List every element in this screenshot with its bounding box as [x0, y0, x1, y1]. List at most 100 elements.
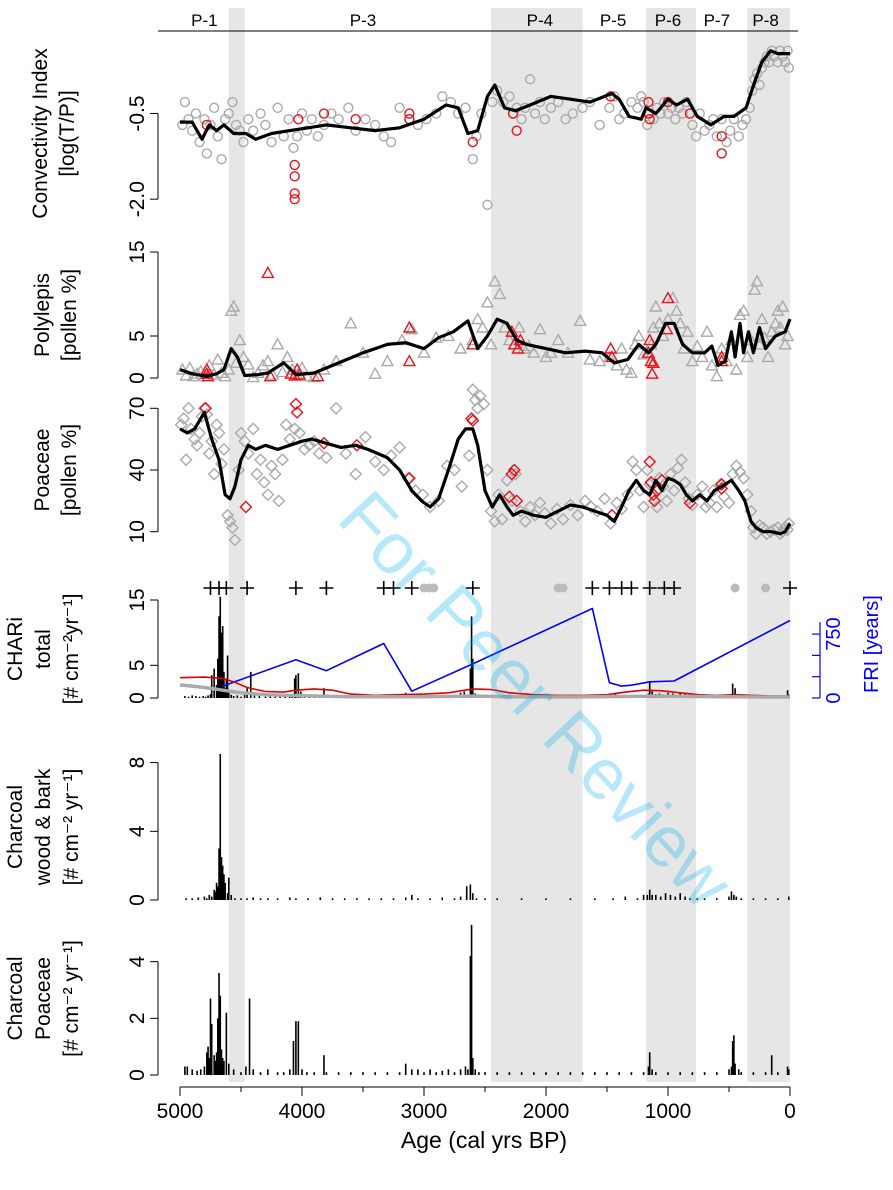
data-point	[714, 350, 729, 363]
data-point	[179, 453, 193, 467]
data-point	[275, 453, 289, 467]
data-point	[680, 324, 695, 337]
data-point	[733, 465, 747, 479]
data-point	[710, 500, 724, 514]
data-point	[733, 131, 744, 142]
data-point	[699, 500, 713, 514]
data-point	[219, 114, 231, 125]
y-tick-label: 2	[126, 1012, 149, 1024]
data-point	[272, 494, 286, 508]
data-point	[182, 401, 196, 415]
y-axis-label: wood & bark	[32, 768, 55, 886]
y-tick-label: 4	[126, 956, 149, 968]
data-point	[705, 358, 719, 371]
data-point	[768, 316, 783, 329]
data-point	[370, 119, 381, 131]
fire-event-marker	[240, 581, 255, 595]
data-point	[405, 322, 419, 335]
data-point	[662, 108, 674, 119]
data-point	[643, 96, 654, 108]
y-axis-label: [log(T/P)]	[56, 90, 79, 176]
data-point	[255, 108, 266, 119]
data-point	[685, 354, 700, 367]
data-point	[629, 463, 643, 477]
data-point	[640, 463, 654, 477]
data-point	[225, 521, 239, 535]
zone-label: P-1	[191, 11, 217, 30]
data-point	[222, 362, 236, 375]
zone-label: P-6	[655, 11, 681, 30]
data-point	[246, 422, 260, 436]
data-point	[296, 108, 308, 119]
data-point	[343, 102, 354, 114]
data-point	[377, 463, 391, 477]
line-background	[179, 683, 790, 699]
data-point	[545, 102, 557, 114]
y-tick-label: 4	[126, 825, 149, 837]
data-point	[289, 171, 300, 182]
data-point	[230, 119, 242, 131]
data-point	[695, 350, 709, 363]
data-point	[488, 274, 502, 287]
data-point	[544, 516, 558, 530]
data-point	[223, 514, 237, 528]
data-point	[645, 366, 659, 379]
data-point	[227, 96, 238, 108]
data-point	[350, 125, 361, 136]
data-point	[603, 341, 618, 354]
data-point	[518, 514, 532, 528]
y-tick-label: 0	[126, 372, 149, 384]
data-point	[646, 320, 661, 333]
data-point	[626, 96, 637, 108]
data-point	[729, 362, 744, 375]
data-point	[584, 500, 598, 514]
data-point	[360, 114, 371, 125]
nonsignificant-event-marker	[558, 583, 568, 593]
shaded-interval-2	[491, 8, 583, 1082]
data-point	[687, 119, 698, 131]
data-point	[740, 114, 752, 125]
smooth-line	[179, 317, 792, 378]
data-point	[177, 119, 188, 131]
data-point	[700, 324, 714, 337]
y-axis-label: [# cm⁻² yr⁻¹]	[60, 769, 83, 886]
data-point	[646, 355, 661, 368]
data-point	[695, 479, 709, 493]
data-point	[737, 119, 748, 131]
y-axis-label: Charcoal	[4, 785, 27, 869]
data-point	[211, 352, 225, 365]
data-point	[495, 512, 509, 526]
data-point	[205, 434, 219, 448]
zone-label: P-3	[350, 11, 376, 30]
data-point	[507, 463, 521, 477]
data-point	[266, 136, 277, 148]
data-point	[529, 108, 541, 119]
data-point	[302, 438, 316, 452]
data-point	[404, 108, 415, 119]
data-point	[729, 459, 743, 473]
panel-charcoal-poaceae: Charcoal Poaceae [# cm⁻² yr⁻¹] 0 2 4	[4, 924, 790, 1081]
y-axis-label: [# cm⁻² yr⁻¹]	[60, 940, 83, 1057]
data-point	[637, 500, 651, 514]
smooth-line	[179, 410, 792, 536]
data-point	[755, 312, 769, 325]
data-point	[491, 488, 505, 502]
fire-event-marker	[783, 581, 797, 595]
data-point	[598, 492, 612, 506]
line-threshold	[179, 676, 790, 697]
shaded-interval-4	[747, 8, 790, 1082]
data-point	[239, 500, 253, 514]
data-point	[238, 136, 249, 148]
data-point	[516, 114, 527, 125]
data-point	[199, 114, 210, 125]
data-point	[778, 337, 792, 350]
data-point	[453, 341, 468, 354]
data-point	[261, 488, 275, 502]
data-point	[527, 345, 541, 358]
data-point	[279, 418, 293, 432]
x-tick-label: 1000	[645, 1100, 692, 1123]
x-axis-label: Age (cal yrs BP)	[401, 1127, 567, 1153]
data-point	[177, 412, 191, 426]
data-point	[193, 426, 207, 440]
